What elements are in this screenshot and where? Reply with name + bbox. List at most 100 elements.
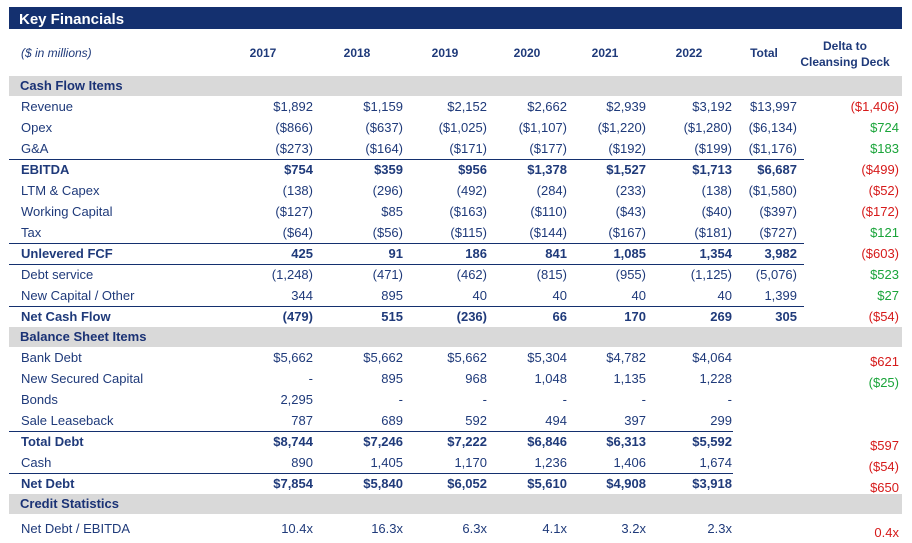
cell-total: (5,076) (755, 267, 797, 282)
cell-2020: 4.1x (542, 521, 567, 536)
col-delta-line1: Delta to (822, 39, 867, 53)
row-label: New Capital / Other (21, 288, 135, 303)
cell-2018: $85 (381, 204, 403, 219)
cell-2020: (815) (536, 267, 567, 282)
cell-2018: $359 (374, 162, 403, 177)
cell-2021: (233) (615, 183, 646, 198)
cell-delta: ($52) (868, 183, 899, 198)
cell-2017: 10.4x (281, 521, 313, 536)
table-row: Net Debt $7,854 $5,840 $6,052 $5,610 $4,908 $3… (9, 473, 902, 495)
cell-2021: 397 (624, 413, 646, 428)
table-row: Bank Debt $5,662 $5,662 $5,662 $5,304 $4,782 $… (9, 347, 902, 369)
table-row: Sale Leaseback 787 689 592 494 397 299 (9, 410, 902, 431)
cell-2019: $2,152 (447, 99, 487, 114)
cell-2018: $5,840 (363, 476, 403, 491)
cell-2022: 1,228 (699, 371, 732, 386)
cell-2019: (462) (456, 267, 487, 282)
cell-2022: ($181) (694, 225, 732, 240)
table-row: Opex ($866) ($637) ($1,025) ($1,107) ($1,220)… (9, 117, 902, 138)
cell-2021: 1,406 (613, 455, 646, 470)
cell-2018: 689 (381, 413, 403, 428)
cell-delta: ($25) (868, 375, 899, 390)
cell-2021: 1,085 (613, 246, 646, 261)
cell-2021: ($43) (615, 204, 646, 219)
row-label: Bank Debt (21, 350, 82, 365)
cell-2021: 170 (624, 309, 646, 324)
row-label: Cash (21, 455, 52, 470)
table-row: Working Capital ($127) $85 ($163) ($110) ($43… (9, 201, 902, 222)
cell-2020: $6,846 (527, 434, 567, 449)
cell-delta: $724 (870, 120, 899, 135)
table-header: ($ in millions) 2017 2018 2019 2020 2021… (9, 30, 902, 75)
cell-2019: $5,662 (447, 350, 487, 365)
cell-2020: - (562, 392, 567, 407)
credit-stats-section-heading: Credit Statistics (9, 494, 902, 514)
table-row: G&A ($273) ($164) ($171) ($177) ($192) ($199) (… (9, 138, 902, 159)
cell-2017: 344 (291, 288, 313, 303)
cell-total: 305 (775, 309, 797, 324)
table-row: Revenue $1,892 $1,159 $2,152 $2,662 $2,939 $3,… (9, 96, 902, 117)
cell-2020: 1,236 (534, 455, 567, 470)
cell-2017: $7,854 (273, 476, 313, 491)
cell-2019: 6.3x (462, 521, 487, 536)
row-label: G&A (21, 141, 49, 156)
cell-2018: 895 (381, 288, 403, 303)
cell-2017: (1,248) (271, 267, 313, 282)
cell-2020: 1,048 (534, 371, 567, 386)
col-total: Total (750, 46, 778, 60)
cell-2019: 592 (465, 413, 487, 428)
cell-2020: 66 (552, 309, 567, 324)
cell-2020: $2,662 (527, 99, 567, 114)
subtotal-rule (9, 159, 804, 160)
col-2017: 2017 (249, 46, 277, 60)
cell-2019: $956 (458, 162, 487, 177)
row-label: Working Capital (21, 204, 113, 219)
cell-2018: $5,662 (363, 350, 403, 365)
cell-2020: 494 (545, 413, 567, 428)
cell-2021: ($192) (608, 141, 646, 156)
cell-2018: ($56) (372, 225, 403, 240)
cell-2018: 515 (381, 309, 403, 324)
cell-delta: $621 (870, 354, 899, 369)
cell-delta: ($603) (861, 246, 899, 261)
cell-2022: - (727, 392, 732, 407)
cell-delta: 0.4x (874, 525, 899, 540)
row-label: Bonds (21, 392, 58, 407)
cell-2021: $1,527 (606, 162, 646, 177)
cell-2022: $1,713 (692, 162, 732, 177)
table-row: Net Debt / EBITDA 10.4x 16.3x 6.3x 4.1x 3.2x 2… (9, 518, 902, 540)
cell-2020: ($177) (529, 141, 567, 156)
cell-2020: $5,304 (527, 350, 567, 365)
cell-2017: 787 (291, 413, 313, 428)
cell-2018: ($637) (365, 120, 403, 135)
units-label: ($ in millions) (21, 46, 92, 60)
cell-delta: ($499) (861, 162, 899, 177)
row-label: Unlevered FCF (21, 246, 113, 261)
row-label: Revenue (21, 99, 74, 114)
cell-2022: $4,064 (692, 350, 732, 365)
cell-2017: $754 (284, 162, 313, 177)
cell-total: ($1,580) (748, 183, 797, 198)
table-row: Net Cash Flow (479) 515 (236) 66 170 269 305 ($5… (9, 306, 902, 327)
cell-total: ($6,134) (748, 120, 797, 135)
row-label: Opex (21, 120, 53, 135)
subtotal-rule (9, 431, 733, 432)
cell-total: 1,399 (764, 288, 797, 303)
cell-2021: ($1,220) (597, 120, 646, 135)
cell-total: ($1,176) (748, 141, 797, 156)
cell-2017: $1,892 (273, 99, 313, 114)
cell-total: $13,997 (750, 99, 797, 114)
cell-2017: $5,662 (273, 350, 313, 365)
cell-2018: (471) (372, 267, 403, 282)
cell-delta: ($1,406) (850, 99, 899, 114)
table-row: Cash 890 1,405 1,170 1,236 1,406 1,674 ($54) (9, 452, 902, 474)
cell-delta: $183 (870, 141, 899, 156)
cell-2022: (1,125) (690, 267, 732, 282)
cell-delta: $121 (870, 225, 899, 240)
cell-2020: ($1,107) (518, 120, 567, 135)
row-label: Net Cash Flow (21, 309, 111, 324)
cell-2022: ($199) (694, 141, 732, 156)
cell-2021: 1,135 (613, 371, 646, 386)
cell-2021: - (641, 392, 646, 407)
row-label: LTM & Capex (21, 183, 100, 198)
